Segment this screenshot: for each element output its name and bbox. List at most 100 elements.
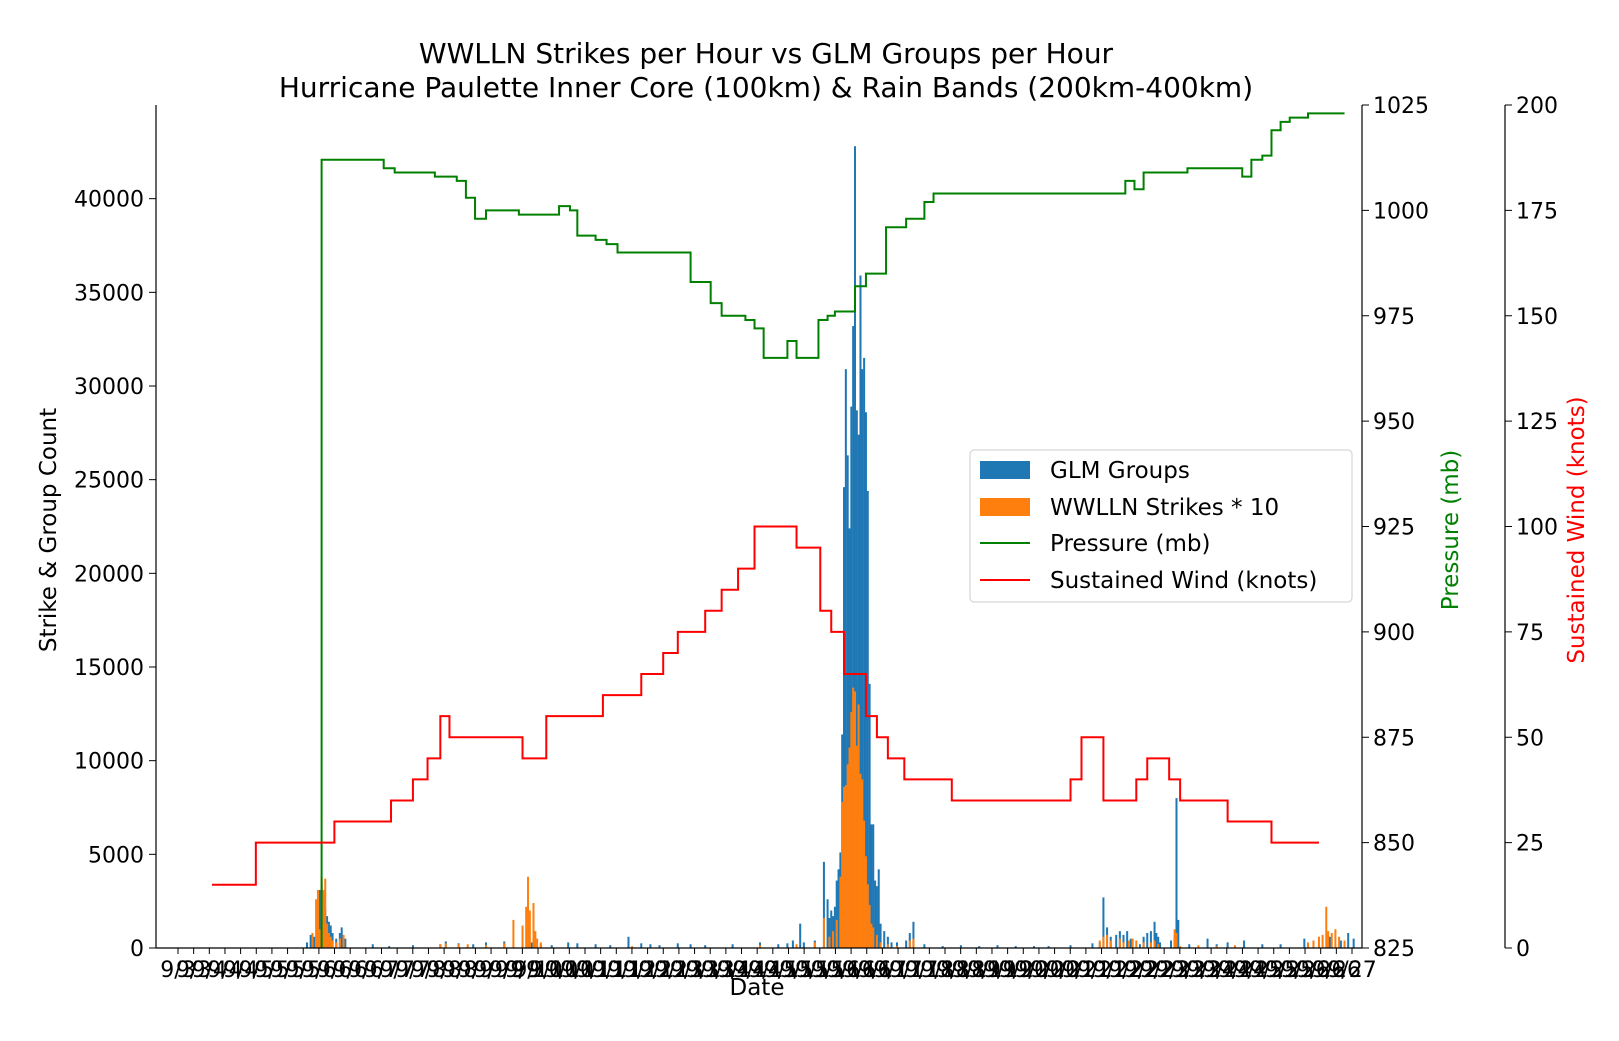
wind-tick-label: 25: [1516, 832, 1544, 857]
x-tick-label: 9/11: [560, 958, 609, 983]
x-tick-label: 9/9: [458, 958, 493, 983]
legend-wwlln-swatch: [980, 498, 1030, 516]
wwlln-bar: [852, 687, 855, 948]
wwlln-bar: [1142, 942, 1145, 948]
wwlln-bar: [1215, 946, 1218, 948]
wwlln-bar: [521, 925, 524, 948]
y-tick-label: 35000: [74, 281, 144, 306]
x-tick-label: 9/22: [1108, 958, 1157, 983]
x-tick-label: 9/8: [442, 958, 477, 983]
y-axis-label: Strike & Group Count: [36, 408, 62, 652]
glm-bar: [923, 944, 926, 948]
glm-bar: [1033, 946, 1036, 948]
glm-bar: [786, 943, 789, 948]
wwlln-bar: [326, 923, 329, 948]
glm-bar: [1149, 931, 1152, 948]
x-tick-label: 9/5: [286, 958, 321, 983]
wind-tick-label: 175: [1516, 199, 1558, 224]
x-tick-label: 9/8: [411, 958, 446, 983]
x-tick-label: 9/26: [1280, 958, 1329, 983]
glm-bar: [777, 944, 780, 948]
glm-bar: [1153, 921, 1156, 948]
glm-bar: [905, 940, 908, 948]
wwlln-bar: [1106, 934, 1109, 948]
wwlln-bar: [1122, 942, 1125, 948]
glm-bar: [908, 933, 911, 948]
glm-bar: [340, 927, 343, 948]
glm-bar: [309, 934, 312, 948]
glm-bar: [1215, 944, 1218, 948]
wwlln-bar: [1330, 933, 1333, 948]
glm-bar: [896, 942, 899, 948]
wwlln-bar: [534, 931, 537, 948]
wwlln-bar: [1127, 940, 1130, 948]
x-tick-label: 9/9: [473, 958, 508, 983]
wwlln-bar: [444, 943, 447, 948]
glm-bars: [305, 146, 1355, 949]
wwlln-bar: [338, 938, 341, 948]
wwlln-bar: [828, 936, 831, 948]
pressure-axis-label: Pressure (mb): [1438, 450, 1464, 610]
wwlln-bar: [868, 904, 871, 948]
glm-bar: [1261, 944, 1264, 948]
wwlln-bar: [1118, 938, 1121, 948]
glm-bar: [859, 275, 862, 949]
x-tick-label: 9/27: [1327, 958, 1376, 983]
wwlln-bar: [457, 944, 460, 948]
x-tick-label: 9/3: [176, 958, 211, 983]
glm-bar: [388, 946, 391, 948]
wwlln-bar: [1307, 942, 1310, 948]
wwlln-bar: [857, 704, 860, 948]
x-tick-label: 9/8: [426, 958, 461, 983]
glm-bar: [411, 945, 414, 948]
legend-wwlln-label: WWLLN Strikes * 10: [1050, 495, 1279, 521]
x-tick-label: 9/17: [873, 958, 922, 983]
x-tick-label: 9/16: [826, 958, 875, 983]
glm-bar: [861, 369, 864, 948]
glm-bar: [1155, 933, 1158, 948]
glm-bar: [1175, 798, 1178, 948]
chart-title: WWLLN Strikes per Hour vs GLM Groups per…: [419, 37, 1114, 70]
wwlln-bar: [329, 936, 332, 948]
glm-bar: [1303, 938, 1306, 948]
chart-subtitle: Hurricane Paulette Inner Core (100km) & …: [279, 71, 1253, 104]
glm-bar: [872, 824, 875, 948]
wwlln-bar: [512, 919, 515, 948]
wwlln-bar: [1173, 929, 1176, 948]
glm-bar: [837, 869, 840, 948]
glm-bar: [843, 487, 846, 948]
wwlln-bar: [322, 889, 325, 948]
wwlln-bar: [1321, 934, 1324, 948]
x-tick-label: 9/18: [905, 958, 954, 983]
wwlln-bar: [853, 691, 856, 948]
glm-bar: [305, 942, 308, 948]
wwlln-bar: [1343, 940, 1346, 948]
wwlln-bar: [331, 940, 334, 948]
legend: GLM Groups WWLLN Strikes * 10 Pressure (…: [969, 449, 1353, 603]
wwlln-bar: [866, 884, 869, 948]
glm-bar: [1014, 946, 1017, 948]
wwlln-bar: [1325, 906, 1328, 948]
x-tick-label: 9/11: [592, 958, 641, 983]
x-tick-label: 9/6: [348, 958, 383, 983]
glm-bar: [852, 326, 855, 948]
wwlln-bar: [1098, 940, 1101, 948]
glm-bar: [576, 943, 579, 948]
glm-bar: [875, 886, 878, 948]
wwlln-bar: [539, 942, 542, 948]
wwlln-bar: [1197, 945, 1200, 948]
wwlln-bar: [759, 945, 762, 948]
y-tick-label: 30000: [74, 375, 144, 400]
wind-tick-label: 0: [1516, 937, 1530, 962]
glm-bar: [833, 906, 836, 948]
x-tick-label: 9/13: [686, 958, 735, 983]
wwlln-bar: [532, 903, 535, 948]
wwlln-bar: [859, 773, 862, 948]
x-tick-label: 9/20: [999, 958, 1048, 983]
x-tick-label: 9/14: [701, 958, 750, 983]
x-tick-label: 9/13: [654, 958, 703, 983]
y-tick-label: 25000: [74, 469, 144, 494]
glm-bar: [1188, 944, 1191, 948]
x-tick-label: 9/5: [254, 958, 289, 983]
x-tick-label: 9/26: [1312, 958, 1361, 983]
